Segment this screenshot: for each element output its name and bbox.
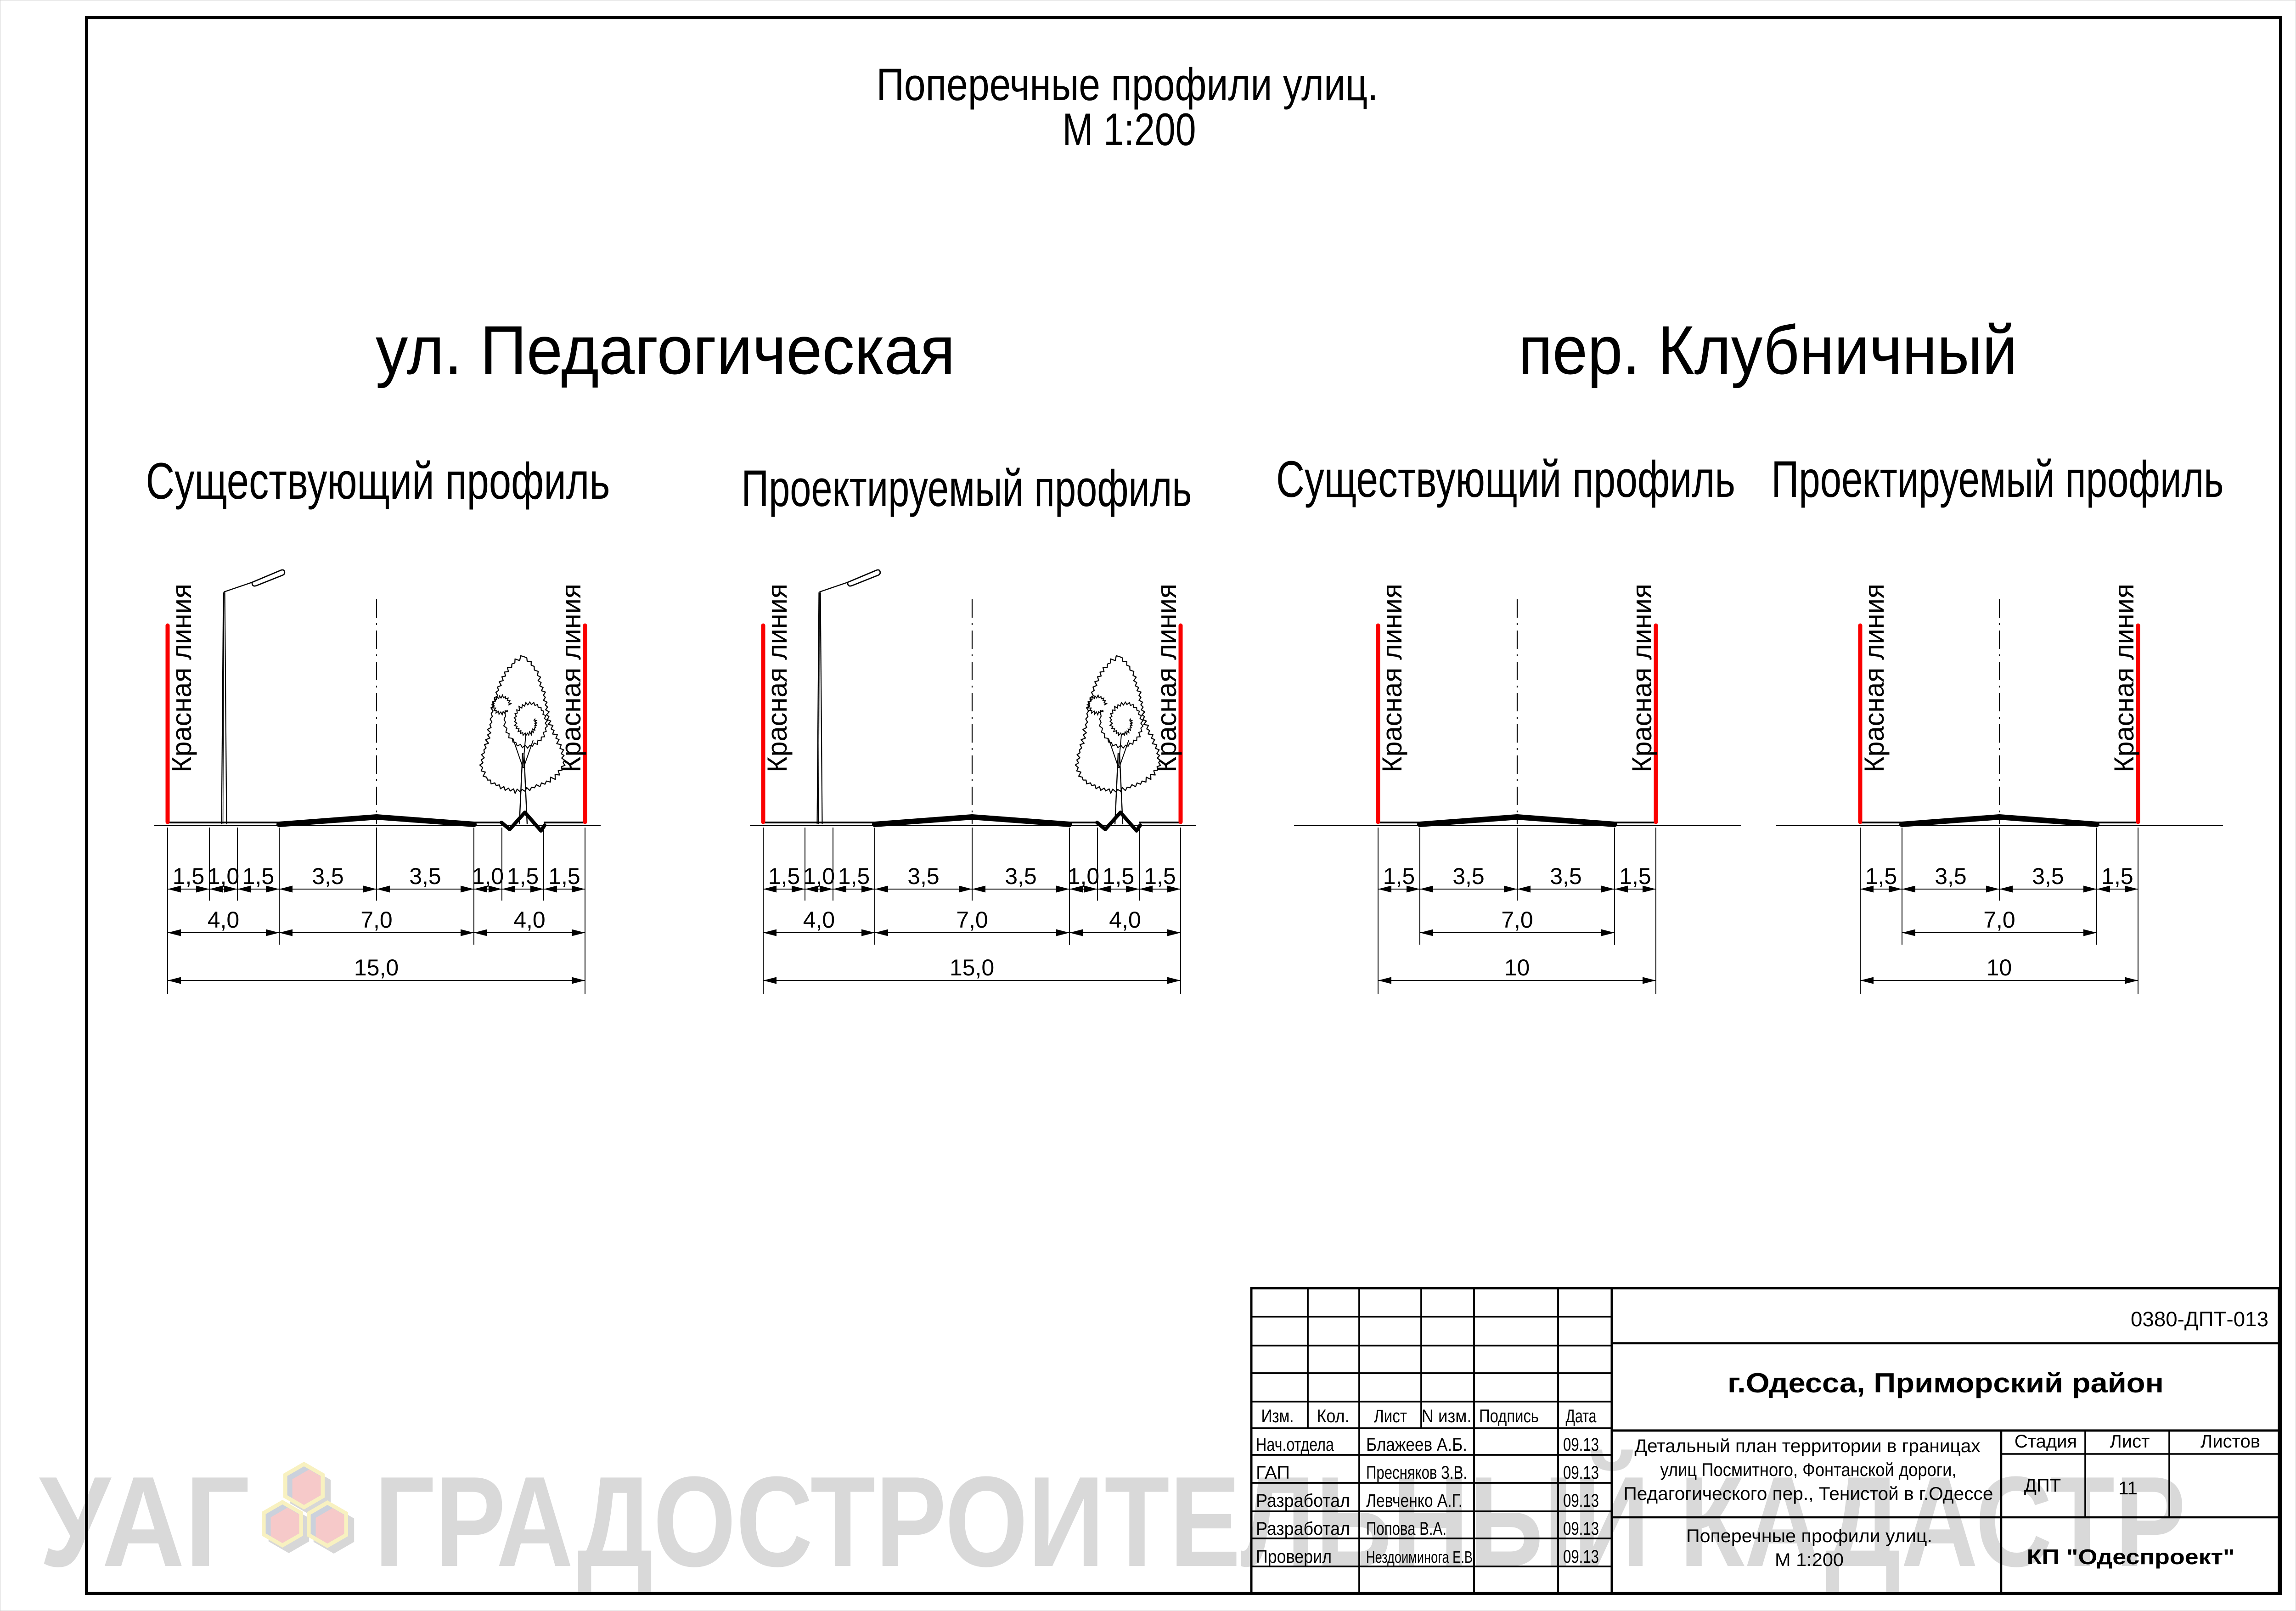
svg-text:Дата: Дата <box>1566 1406 1597 1426</box>
svg-text:1,5: 1,5 <box>507 863 539 889</box>
svg-text:09.13: 09.13 <box>1563 1463 1599 1483</box>
svg-text:Нездоиминога Е.В: Нездоиминога Е.В <box>1366 1548 1473 1566</box>
svg-text:10: 10 <box>1504 955 1530 980</box>
svg-text:1,5: 1,5 <box>1383 863 1415 889</box>
svg-text:ГРАДОСТРОИТЕЛЬНЫЙ КАДАСТР: ГРАДОСТРОИТЕЛЬНЫЙ КАДАСТР <box>374 1449 2186 1594</box>
svg-text:1,5: 1,5 <box>1144 863 1176 889</box>
svg-text:Красная линия: Красная линия <box>1859 584 1890 772</box>
svg-text:ГАП: ГАП <box>1256 1463 1290 1483</box>
svg-text:3,5: 3,5 <box>1935 863 1967 889</box>
svg-text:1,5: 1,5 <box>1865 863 1897 889</box>
svg-text:N изм.: N изм. <box>1422 1406 1472 1426</box>
svg-text:Поперечные профили улиц.: Поперечные профили улиц. <box>1686 1526 1932 1546</box>
svg-text:Кол.: Кол. <box>1317 1406 1350 1426</box>
svg-text:15,0: 15,0 <box>354 955 399 980</box>
svg-text:1,0: 1,0 <box>1068 863 1100 889</box>
svg-text:1,0: 1,0 <box>472 863 504 889</box>
svg-text:Нач.отдела: Нач.отдела <box>1256 1435 1334 1455</box>
svg-text:Красная линия: Красная линия <box>1626 584 1657 772</box>
svg-text:Лист: Лист <box>2110 1431 2150 1452</box>
svg-text:1,5: 1,5 <box>768 863 800 889</box>
svg-text:Проектируемый профиль: Проектируемый профиль <box>1772 451 2224 508</box>
svg-text:Поперечные профили улиц.: Поперечные профили улиц. <box>877 59 1379 110</box>
svg-text:09.13: 09.13 <box>1563 1547 1599 1567</box>
svg-text:г.Одесса, Приморский район: г.Одесса, Приморский район <box>1728 1368 2164 1398</box>
svg-text:4,0: 4,0 <box>208 907 240 933</box>
svg-text:09.13: 09.13 <box>1563 1519 1599 1539</box>
svg-text:Красная линия: Красная линия <box>762 584 793 772</box>
svg-text:1,5: 1,5 <box>548 863 580 889</box>
svg-text:1,5: 1,5 <box>173 863 205 889</box>
svg-text:Листов: Листов <box>2200 1431 2260 1452</box>
svg-text:улиц Посмитного, Фонтанской до: улиц Посмитного, Фонтанской дороги, <box>1660 1460 1957 1480</box>
svg-text:Существующий профиль: Существующий профиль <box>146 452 610 510</box>
svg-text:Блажеев А.Б.: Блажеев А.Б. <box>1366 1435 1467 1455</box>
svg-text:Красная линия: Красная линия <box>1377 584 1407 772</box>
svg-text:М 1:200: М 1:200 <box>1775 1550 1844 1570</box>
svg-text:пер. Клубничный: пер. Клубничный <box>1519 311 2018 389</box>
svg-text:09.13: 09.13 <box>1563 1491 1599 1511</box>
svg-text:1,5: 1,5 <box>2101 863 2133 889</box>
svg-text:7,0: 7,0 <box>360 907 393 933</box>
svg-text:Лист: Лист <box>1374 1406 1407 1426</box>
svg-text:15,0: 15,0 <box>950 955 994 980</box>
svg-text:ул. Педагогическая: ул. Педагогическая <box>376 311 955 389</box>
svg-text:Красная линия: Красная линия <box>1151 584 1182 772</box>
svg-text:Левченко А.Г.: Левченко А.Г. <box>1366 1491 1463 1511</box>
svg-text:1,5: 1,5 <box>1103 863 1135 889</box>
svg-text:1,5: 1,5 <box>838 863 870 889</box>
svg-text:0380-ДПТ-013: 0380-ДПТ-013 <box>2131 1307 2268 1331</box>
svg-text:3,5: 3,5 <box>1452 863 1485 889</box>
svg-text:Красная линия: Красная линия <box>166 584 197 772</box>
svg-text:ДПТ: ДПТ <box>2024 1476 2061 1496</box>
svg-text:3,5: 3,5 <box>1005 863 1037 889</box>
svg-text:Детальный план территории в гр: Детальный план территории в границах <box>1635 1436 1981 1456</box>
svg-text:Проверил: Проверил <box>1256 1547 1332 1567</box>
svg-text:3,5: 3,5 <box>409 863 441 889</box>
svg-text:1,0: 1,0 <box>208 863 240 889</box>
svg-text:10: 10 <box>1986 955 2012 980</box>
svg-text:1,5: 1,5 <box>1619 863 1651 889</box>
svg-text:Разработал: Разработал <box>1256 1519 1350 1539</box>
svg-text:3,5: 3,5 <box>2032 863 2064 889</box>
svg-text:Разработал: Разработал <box>1256 1491 1350 1511</box>
svg-text:Изм.: Изм. <box>1261 1406 1294 1426</box>
svg-text:М 1:200: М 1:200 <box>1063 104 1196 155</box>
svg-text:4,0: 4,0 <box>803 907 835 933</box>
svg-text:11: 11 <box>2118 1478 2138 1498</box>
svg-text:Педагогического пер., Тенистой: Педагогического пер., Тенистой в г.Одесс… <box>1624 1484 1993 1504</box>
svg-text:4,0: 4,0 <box>513 907 546 933</box>
svg-text:7,0: 7,0 <box>956 907 988 933</box>
svg-text:КП "Одеспроект": КП "Одеспроект" <box>2027 1545 2235 1569</box>
svg-text:3,5: 3,5 <box>907 863 940 889</box>
svg-text:Проектируемый профиль: Проектируемый профиль <box>742 460 1192 517</box>
svg-text:Попова В.А.: Попова В.А. <box>1366 1519 1446 1539</box>
svg-text:3,5: 3,5 <box>312 863 344 889</box>
svg-text:7,0: 7,0 <box>1501 907 1533 933</box>
svg-text:Пресняков З.В.: Пресняков З.В. <box>1366 1463 1467 1483</box>
svg-text:4,0: 4,0 <box>1109 907 1141 933</box>
svg-text:1,0: 1,0 <box>803 863 835 889</box>
svg-text:1,5: 1,5 <box>242 863 275 889</box>
svg-text:Подпись: Подпись <box>1479 1406 1539 1426</box>
svg-text:Существующий профиль: Существующий профиль <box>1276 451 1735 508</box>
svg-text:7,0: 7,0 <box>1983 907 2015 933</box>
svg-text:3,5: 3,5 <box>1550 863 1582 889</box>
svg-text:Красная линия: Красная линия <box>2109 584 2139 772</box>
svg-text:УАГ: УАГ <box>39 1450 250 1594</box>
svg-text:Стадия: Стадия <box>2015 1431 2077 1452</box>
svg-text:Красная линия: Красная линия <box>556 584 586 772</box>
svg-text:09.13: 09.13 <box>1563 1435 1599 1455</box>
